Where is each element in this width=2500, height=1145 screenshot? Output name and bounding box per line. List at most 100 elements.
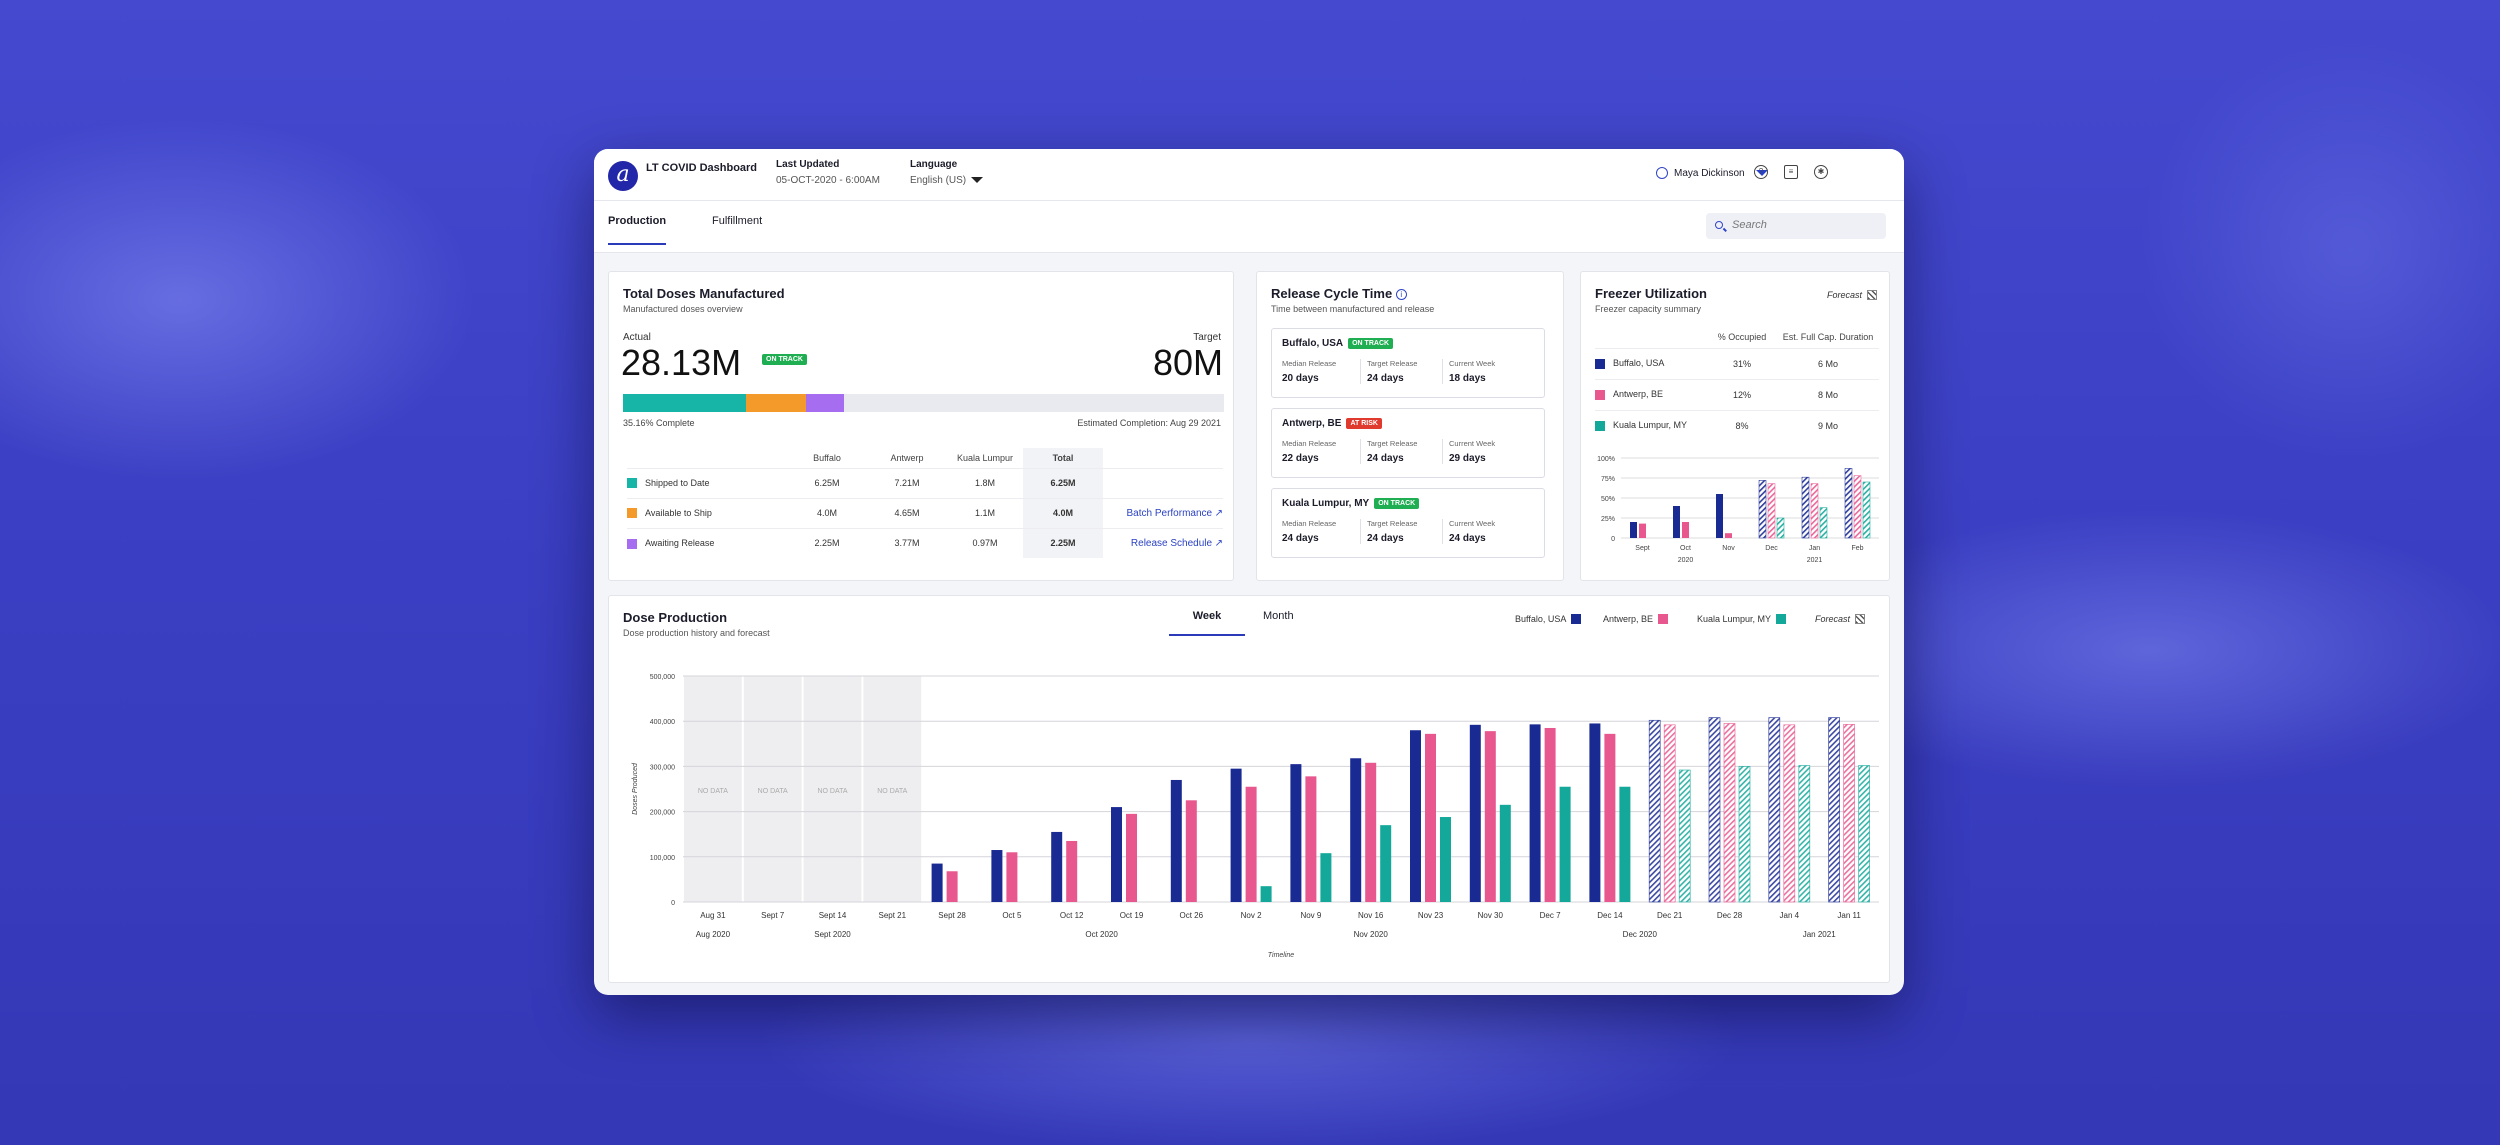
x-tick-label: Oct 5 — [1002, 911, 1022, 920]
help-icon[interactable]: ? — [1754, 165, 1768, 179]
release-site-antwerp[interactable]: Antwerp, BE AT RISK Median Release 22 days… — [1271, 408, 1545, 478]
no-data-region — [684, 676, 742, 902]
bar — [1529, 724, 1541, 902]
chevron-down-icon — [971, 177, 984, 184]
tabs-bar: Production Fulfillment — [594, 201, 1904, 253]
percent-complete: 35.16% Complete — [623, 418, 695, 428]
release-cycle-card: Release Cycle Time i Time between manufa… — [1256, 271, 1564, 581]
cell: 2.25M — [787, 527, 867, 558]
x-tick-label: Jan 4 — [1780, 911, 1800, 920]
cell: 2.25M — [1023, 527, 1103, 558]
bar — [1648, 719, 1661, 903]
actual-label: Actual — [623, 332, 651, 343]
progress-awaiting — [806, 394, 845, 412]
bar — [1604, 733, 1616, 902]
bar — [1758, 480, 1767, 539]
x-axis-label: Timeline — [1268, 952, 1294, 959]
x-month-label: Nov 2020 — [1354, 930, 1389, 939]
tab-month[interactable]: Month — [1263, 610, 1294, 622]
status-badge: ON TRACK — [1348, 338, 1394, 349]
bar — [1663, 724, 1676, 903]
cell: 0.97M — [947, 527, 1023, 558]
dose-production-chart: NO DATA NO DATA NO DATA NO DATA 0 100,000 200,… — [632, 674, 1879, 959]
col-header: % Occupied — [1717, 331, 1767, 342]
table-row: Awaiting Release 2.25M 3.77M 0.97M 2.25M… — [627, 527, 1223, 558]
no-data-label: NO DATA — [877, 788, 907, 795]
progress-available — [746, 394, 807, 412]
actual-value: 28.13M — [621, 342, 742, 383]
bar — [1708, 717, 1721, 903]
release-site-kuala-lumpur[interactable]: Kuala Lumpur, MY ON TRACK Median Release 2… — [1271, 488, 1545, 558]
tab-production[interactable]: Production — [608, 215, 667, 245]
cell: 6.25M — [787, 467, 867, 498]
legend-buffalo: Buffalo, USA — [1515, 614, 1582, 624]
y-tick-label: 200,000 — [650, 810, 675, 817]
app-logo[interactable]: a — [608, 161, 638, 191]
x-tick-label: Nov — [1722, 545, 1735, 552]
bar — [1305, 776, 1317, 902]
bar — [1798, 765, 1811, 903]
bar — [1725, 533, 1732, 538]
x-tick-label: Feb — [1851, 545, 1863, 552]
bar — [991, 850, 1003, 902]
bar — [1858, 765, 1870, 903]
app-title: LT COVID Dashboard — [646, 162, 758, 174]
release-site-buffalo[interactable]: Buffalo, USA ON TRACK Median Release 20 da… — [1271, 328, 1545, 398]
gear-icon[interactable]: ✱ — [1814, 165, 1828, 179]
bar — [1006, 852, 1018, 902]
search-placeholder: Search — [1732, 219, 1767, 231]
col-header: Antwerp — [890, 452, 924, 463]
bar — [1783, 724, 1796, 903]
y-tick-label: 0 — [1611, 536, 1615, 543]
x-tick-label: Nov 9 — [1300, 911, 1321, 920]
no-data-region — [803, 676, 862, 902]
no-data-label: NO DATA — [758, 788, 788, 795]
target-value: 80M — [1152, 342, 1223, 383]
card-subtitle: Time between manufactured and release — [1271, 304, 1435, 314]
card-subtitle: Freezer capacity summary — [1595, 304, 1702, 314]
bar — [1484, 731, 1496, 902]
table-row: Antwerp, BE 12% 8 Mo — [1595, 378, 1879, 410]
table-row: Buffalo, USA 31% 6 Mo — [1595, 347, 1879, 379]
forecast-legend: Forecast — [1815, 614, 1866, 624]
row-label: Shipped to Date — [645, 477, 710, 488]
language-select[interactable]: English (US) — [910, 175, 984, 186]
batch-performance-link[interactable]: Batch Performance ↗ — [1103, 497, 1223, 528]
x-tick-label: Sept — [1635, 545, 1649, 552]
card-title: Release Cycle Time i — [1271, 286, 1407, 301]
tab-fulfillment[interactable]: Fulfillment — [712, 215, 763, 227]
tab-week[interactable]: Week — [1169, 610, 1245, 636]
search-input[interactable]: Search — [1706, 213, 1886, 239]
info-icon[interactable]: i — [1395, 289, 1407, 301]
legend-swatch — [627, 478, 637, 489]
legend-swatch — [627, 538, 637, 549]
bar — [1350, 758, 1362, 902]
x-tick-label: Sept 28 — [938, 911, 966, 920]
bar — [1619, 786, 1631, 902]
bar — [1380, 825, 1392, 902]
bar — [1768, 717, 1781, 903]
user-menu[interactable]: Maya Dickinson — [1656, 167, 1768, 179]
bar — [1682, 522, 1689, 538]
x-tick-label: Nov 23 — [1418, 911, 1444, 920]
legend-swatch — [627, 508, 637, 519]
cell: 7.21M — [867, 467, 947, 498]
bar — [1801, 476, 1810, 539]
release-schedule-link[interactable]: Release Schedule ↗ — [1103, 527, 1223, 558]
card-title: Freezer Utilization — [1595, 286, 1707, 301]
bar — [1290, 764, 1302, 902]
freezer-card: Freezer Utilization Freezer capacity sum… — [1580, 271, 1890, 581]
freezer-table: % Occupied Est. Full Cap. Duration Buffal… — [1595, 326, 1879, 441]
status-badge: AT RISK — [1346, 418, 1382, 429]
y-tick-label: 500,000 — [650, 674, 675, 681]
last-updated-label: Last Updated — [776, 159, 840, 170]
progress-shipped — [623, 394, 747, 412]
y-tick-label: 400,000 — [650, 719, 675, 726]
dashboard-window: a LT COVID Dashboard Last Updated 05-OCT… — [594, 149, 1904, 995]
status-badge: ON TRACK — [762, 354, 807, 365]
bar — [1185, 800, 1197, 902]
y-axis-label: Doses Produced — [632, 762, 639, 815]
message-icon[interactable]: ≡ — [1784, 165, 1798, 179]
top-icons: ? ≡ ✱ — [1754, 165, 1828, 179]
no-data-label: NO DATA — [817, 788, 847, 795]
